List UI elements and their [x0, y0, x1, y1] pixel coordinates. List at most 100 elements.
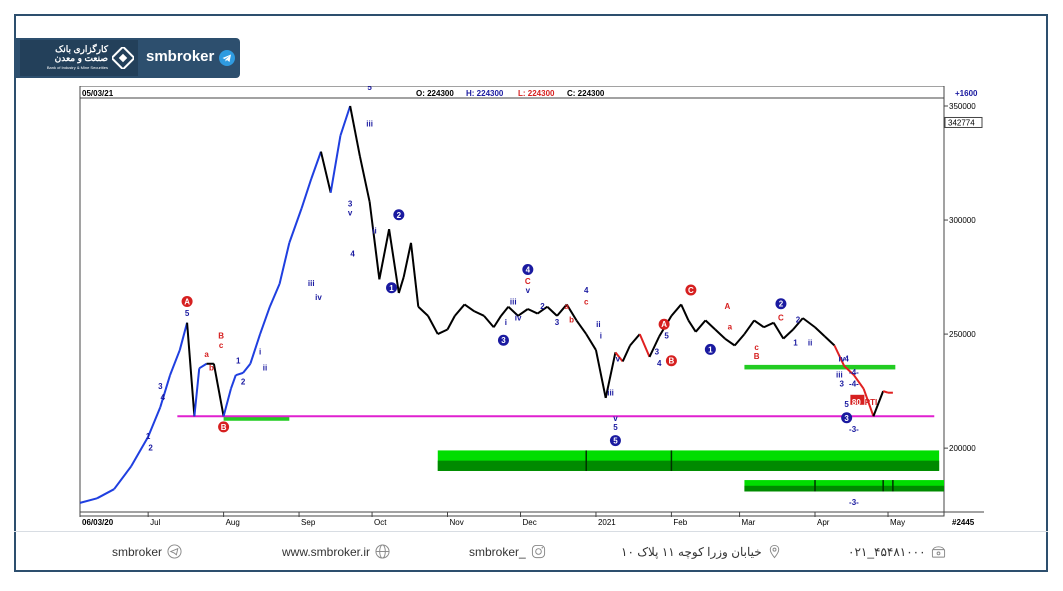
- wave-label: iv: [315, 293, 322, 302]
- price-segment: [527, 308, 538, 315]
- wave-label-circle: [497, 334, 509, 346]
- logo-line2: صنعت و معدن: [54, 52, 108, 63]
- header-date: 05/03/21: [82, 89, 114, 98]
- footer: smbroker www.smbroker.ir smbroker_ خیابا…: [14, 538, 1048, 564]
- price-segment: [872, 390, 885, 417]
- price-segment: [814, 326, 826, 338]
- plot-frame: [79, 86, 945, 517]
- x-tick-label: Dec: [523, 518, 537, 527]
- price-segment: [147, 406, 162, 438]
- price-segment: [212, 363, 225, 417]
- bank-logo-icon: [112, 47, 134, 69]
- wave-label: iii: [308, 279, 315, 288]
- wave-label: iii: [607, 389, 614, 398]
- wave-label: 4: [657, 359, 662, 368]
- bank-logo: کارگزاری بانک صنعت و معدن Bank of Indust…: [20, 40, 138, 76]
- wave-label: 2: [397, 211, 402, 220]
- wave-label: b: [209, 364, 214, 373]
- price-segment: [463, 303, 475, 313]
- x-tick-label: Mar: [742, 518, 756, 527]
- wave-label: B: [669, 357, 675, 366]
- wave-label: v: [526, 286, 531, 295]
- footer-telegram[interactable]: smbroker: [112, 544, 182, 559]
- wave-label: iii: [510, 297, 517, 306]
- wave-label: 2: [796, 316, 801, 325]
- wave-label: PTI: [865, 398, 877, 407]
- price-segment: [648, 335, 661, 358]
- y-tick-label: 250000: [949, 330, 976, 339]
- price-segment: [268, 283, 281, 308]
- price-segment: [349, 105, 361, 157]
- wave-label: v: [616, 354, 621, 363]
- price-segment: [193, 368, 201, 417]
- wave-label: c: [754, 343, 759, 352]
- wave-label: i: [600, 332, 602, 341]
- price-segment: [300, 178, 313, 209]
- price-segment: [178, 322, 189, 351]
- price-segment: [833, 345, 846, 367]
- wave-label-circle: [218, 421, 230, 433]
- wave-label-circle: [609, 435, 621, 447]
- wave-label: 3: [840, 380, 845, 389]
- x-tick-label: 2021: [598, 518, 616, 527]
- support-zone: [223, 416, 290, 421]
- wave-label: ii: [596, 320, 600, 329]
- wave-label: 1: [793, 338, 798, 347]
- price-segment: [378, 228, 391, 280]
- wave-label: 1: [708, 345, 713, 354]
- price-segment: [368, 201, 381, 280]
- wave-label: iii: [366, 120, 373, 129]
- telegram-outline-icon: [167, 544, 182, 559]
- footer-website[interactable]: www.smbroker.ir: [282, 544, 390, 559]
- price-segment: [417, 305, 429, 317]
- globe-icon: [375, 544, 390, 559]
- price-segment: [517, 308, 529, 317]
- x-tick-label: Jul: [150, 518, 160, 527]
- instagram-icon: [531, 544, 545, 559]
- y-tick-label: 350000: [949, 102, 976, 111]
- price-segment: [402, 242, 412, 278]
- price-segment: [853, 374, 865, 390]
- wave-label: 5: [367, 86, 372, 92]
- footer-instagram[interactable]: smbroker_: [469, 544, 546, 559]
- price-segment: [319, 151, 332, 193]
- x-tick-label: Apr: [817, 518, 830, 527]
- wave-label-circle: [775, 298, 787, 310]
- header-change: +1600: [955, 89, 978, 98]
- price-segment: [629, 333, 641, 347]
- support-zone-shade: [437, 460, 940, 471]
- wave-label: ii: [372, 227, 376, 236]
- wave-label-circle: [665, 355, 677, 367]
- price-segment: [483, 315, 495, 328]
- x-tick-label: Oct: [374, 518, 387, 527]
- wave-label: A: [661, 320, 667, 329]
- price-segment: [113, 465, 132, 490]
- price-segment: [229, 374, 237, 390]
- wave-label-circle: [522, 264, 534, 276]
- support-zone-shade: [744, 485, 944, 492]
- price-segment: [500, 306, 510, 317]
- wave-label: A: [184, 297, 190, 306]
- price-segment: [310, 151, 322, 180]
- wave-label-circle: [393, 209, 405, 221]
- price-segment: [96, 488, 115, 500]
- telegram-icon[interactable]: [219, 50, 235, 66]
- price-segment: [604, 352, 617, 399]
- header-low: L: 224300: [518, 89, 555, 98]
- wave-label: 5: [664, 332, 669, 341]
- wave-label: v: [348, 208, 353, 217]
- x-tick-label: Nov: [450, 518, 464, 527]
- logo-line3: Bank of Industry & Mine Securities: [46, 64, 108, 70]
- wave-label: a: [728, 323, 733, 332]
- header-high: H: 224300: [466, 89, 504, 98]
- footer-divider: [14, 531, 1048, 532]
- y-tick-label: 300000: [949, 216, 976, 225]
- price-segment: [397, 276, 405, 294]
- price-segment: [159, 374, 172, 408]
- price-segment: [882, 390, 889, 394]
- price-segment: [198, 362, 208, 370]
- price-segment: [536, 305, 548, 315]
- price-segment: [575, 319, 588, 335]
- wave-label: 3: [655, 348, 660, 357]
- wave-label: 5: [844, 400, 849, 409]
